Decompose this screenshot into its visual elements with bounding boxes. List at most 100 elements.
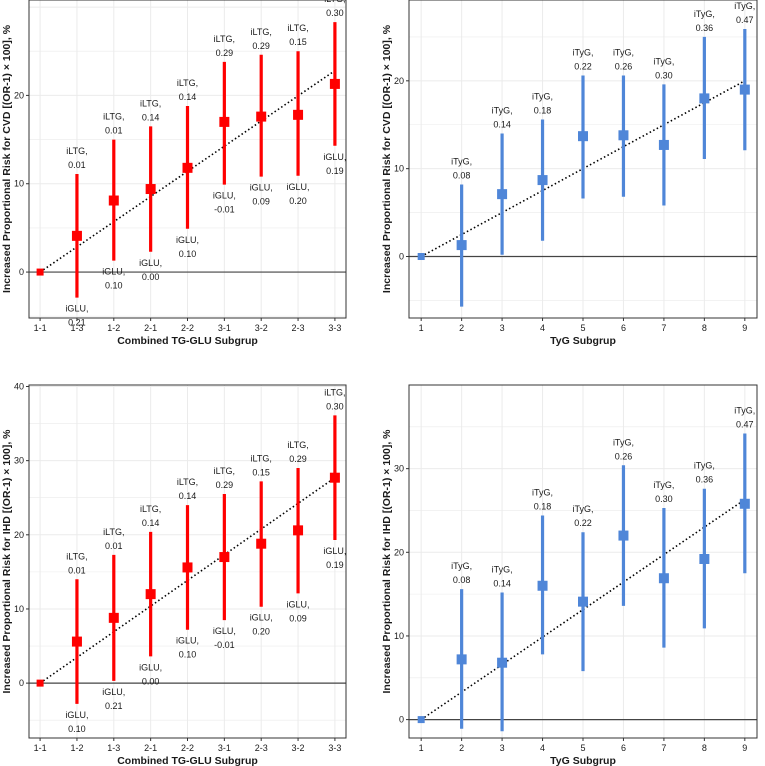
y-tick-label: 0 — [399, 252, 404, 262]
bottom-annotation: iGLU, 0.10 — [176, 235, 199, 259]
data-point — [36, 268, 44, 276]
top-annotation: iLTG, 0.29 — [214, 466, 235, 490]
top-annotation: iLTG, 0.14 — [177, 477, 198, 501]
x-tick-label: 1-3 — [107, 743, 120, 753]
data-point — [36, 679, 44, 687]
data-point — [537, 580, 548, 591]
data-point — [618, 130, 629, 141]
x-tick-label: 6 — [621, 743, 626, 753]
x-tick-label: 2 — [459, 743, 464, 753]
bottom-annotation: iGLU, 0.10 — [102, 267, 125, 291]
top-annotation: iLTG,0.30 — [324, 0, 345, 18]
x-tick-label: 4 — [540, 743, 545, 753]
data-point — [71, 636, 82, 647]
data-point — [71, 230, 82, 241]
x-tick-label: 8 — [702, 323, 707, 333]
data-point — [699, 93, 710, 104]
plot-border — [408, 0, 758, 319]
bottom-annotation: iGLU, 0.21 — [102, 687, 125, 711]
y-axis-title: Increased Proportional Risk for IHD [(OR… — [1, 429, 13, 694]
y-tick-label: 0 — [19, 678, 24, 688]
x-tick-label: 3-3 — [328, 743, 341, 753]
data-point — [739, 498, 750, 509]
x-tick-label: 7 — [661, 743, 666, 753]
x-tick-label: 2-1 — [144, 323, 157, 333]
bottom-annotation: iGLU, 0.10 — [65, 710, 88, 734]
x-tick-label: 2-2 — [181, 323, 194, 333]
top-annotation: iLTG, 0.15 — [287, 23, 308, 47]
x-axis-title: TyG Subgrup — [550, 755, 616, 766]
x-tick-label: 7 — [661, 323, 666, 333]
data-point — [417, 253, 425, 261]
data-point — [256, 538, 267, 549]
x-tick-label: 3 — [500, 743, 505, 753]
x-axis-title: TyG Subgrup — [550, 335, 616, 347]
data-point — [219, 552, 230, 563]
x-tick-label: 1 — [419, 743, 424, 753]
bottom-annotation: iGLU, 0.00 — [139, 662, 162, 686]
plot-border — [28, 0, 347, 319]
data-point — [182, 562, 193, 573]
data-point — [658, 139, 669, 150]
top-annotation: iTyG, 0.30 — [653, 56, 674, 80]
data-point — [182, 162, 193, 173]
y-axis-title: Increased Proportional Risk for CVD [(OR… — [381, 24, 393, 293]
x-tick-label: 9 — [742, 323, 747, 333]
bottom-annotation: iGLU, -0.01 — [213, 626, 236, 650]
x-tick-label: 3-1 — [218, 743, 231, 753]
chart-top-right: 1 iTyG, 0.08 2 iTyG, 0.14 3 iTyG, 0.18 4 iTyG, 0.22… — [381, 0, 758, 347]
data-point — [456, 240, 467, 251]
y-tick-label: 0 — [19, 267, 24, 277]
x-tick-label: 5 — [580, 743, 585, 753]
top-annotation: iLTG, 0.14 — [140, 504, 161, 528]
data-point — [537, 175, 548, 186]
y-tick-label: 40 — [14, 381, 24, 391]
top-annotation: iLTG, 0.14 — [140, 98, 161, 122]
y-tick-label: 10 — [394, 631, 404, 641]
y-tick-label: 20 — [394, 76, 404, 86]
top-annotation: iLTG,0.30 — [324, 387, 345, 411]
bottom-annotation: iGLU, 0.20 — [287, 182, 310, 206]
data-point — [145, 589, 156, 600]
y-axis-title: Increased Proportional Risk for IHD [(OR… — [381, 429, 393, 694]
x-tick-label: 2-3 — [255, 743, 268, 753]
chart-bottom-left: 1-1 iLTG, 0.01 iGLU, 0.10 1-2 iLTG, 0.01 iGLU, 0.… — [1, 381, 347, 766]
y-tick-label: 10 — [394, 164, 404, 174]
top-annotation: iTyG, 0.26 — [613, 48, 634, 72]
top-annotation: iTyG, 0.14 — [492, 106, 513, 130]
x-tick-label: 3-2 — [292, 743, 305, 753]
top-annotation: iTyG, 0.08 — [451, 561, 472, 585]
x-tick-label: 3-1 — [218, 323, 231, 333]
y-tick-label: 10 — [14, 179, 24, 189]
data-point — [293, 109, 304, 120]
top-annotation: iLTG, 0.01 — [66, 551, 87, 575]
bottom-annotation: iGLU, -0.01 — [213, 191, 236, 215]
plot-border — [28, 384, 347, 739]
bottom-annotation: iGLU, 0.21 — [65, 304, 88, 328]
data-point — [145, 184, 156, 195]
data-point — [497, 657, 508, 668]
y-axis-title: Increased Proportional Risk for CVD [(OR… — [1, 24, 13, 293]
y-tick-label: 20 — [394, 547, 404, 557]
top-annotation: iTyG, 0.47 — [734, 406, 755, 430]
trend-line — [420, 498, 746, 721]
top-annotation: iTyG, 0.36 — [694, 461, 715, 485]
data-point — [578, 131, 588, 142]
top-annotation: iTyG, 0.47 — [734, 1, 755, 25]
y-tick-label: 30 — [394, 464, 404, 474]
x-tick-label: 2-3 — [292, 323, 305, 333]
data-point — [219, 116, 230, 127]
top-annotation: iTyG, 0.22 — [572, 504, 593, 528]
bottom-annotation: iGLU, 0.09 — [250, 183, 273, 207]
top-annotation: iLTG, 0.01 — [66, 146, 87, 170]
bottom-annotation: iGLU, 0.00 — [139, 258, 162, 282]
x-tick-label: 3-2 — [255, 323, 268, 333]
chart-top-left: 1-1 iLTG, 0.01 iGLU, 0.211-3 iLTG, 0.01 iGLU, 0.… — [1, 0, 347, 347]
data-point — [329, 472, 340, 483]
top-annotation: iLTG, 0.15 — [251, 453, 272, 477]
x-tick-label: 1 — [419, 323, 424, 333]
top-annotation: iTyG, 0.18 — [532, 487, 553, 511]
x-tick-label: 4 — [540, 323, 545, 333]
x-tick-label: 3 — [500, 323, 505, 333]
